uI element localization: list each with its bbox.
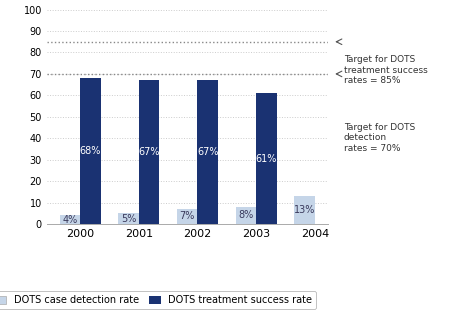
- Text: 4%: 4%: [62, 215, 78, 225]
- Text: 8%: 8%: [238, 211, 254, 220]
- Bar: [177, 209, 197, 224]
- Text: 13%: 13%: [294, 205, 315, 215]
- Bar: [118, 213, 139, 224]
- Bar: [80, 78, 101, 224]
- Text: 67%: 67%: [139, 147, 160, 157]
- Text: 7%: 7%: [180, 212, 195, 221]
- Text: 67%: 67%: [197, 147, 219, 157]
- Bar: [59, 215, 80, 224]
- Bar: [256, 93, 277, 224]
- Text: Target for DOTS
detection
rates = 70%: Target for DOTS detection rates = 70%: [344, 123, 415, 153]
- Text: 5%: 5%: [121, 214, 136, 224]
- Bar: [235, 207, 256, 224]
- Text: 68%: 68%: [80, 146, 101, 156]
- Text: Target for DOTS
treatment success
rates = 85%: Target for DOTS treatment success rates …: [344, 55, 428, 85]
- Bar: [197, 80, 218, 224]
- Bar: [294, 196, 315, 224]
- Bar: [139, 80, 159, 224]
- Legend: DOTS case detection rate, DOTS treatment success rate: DOTS case detection rate, DOTS treatment…: [0, 292, 316, 309]
- Text: 61%: 61%: [256, 154, 277, 164]
